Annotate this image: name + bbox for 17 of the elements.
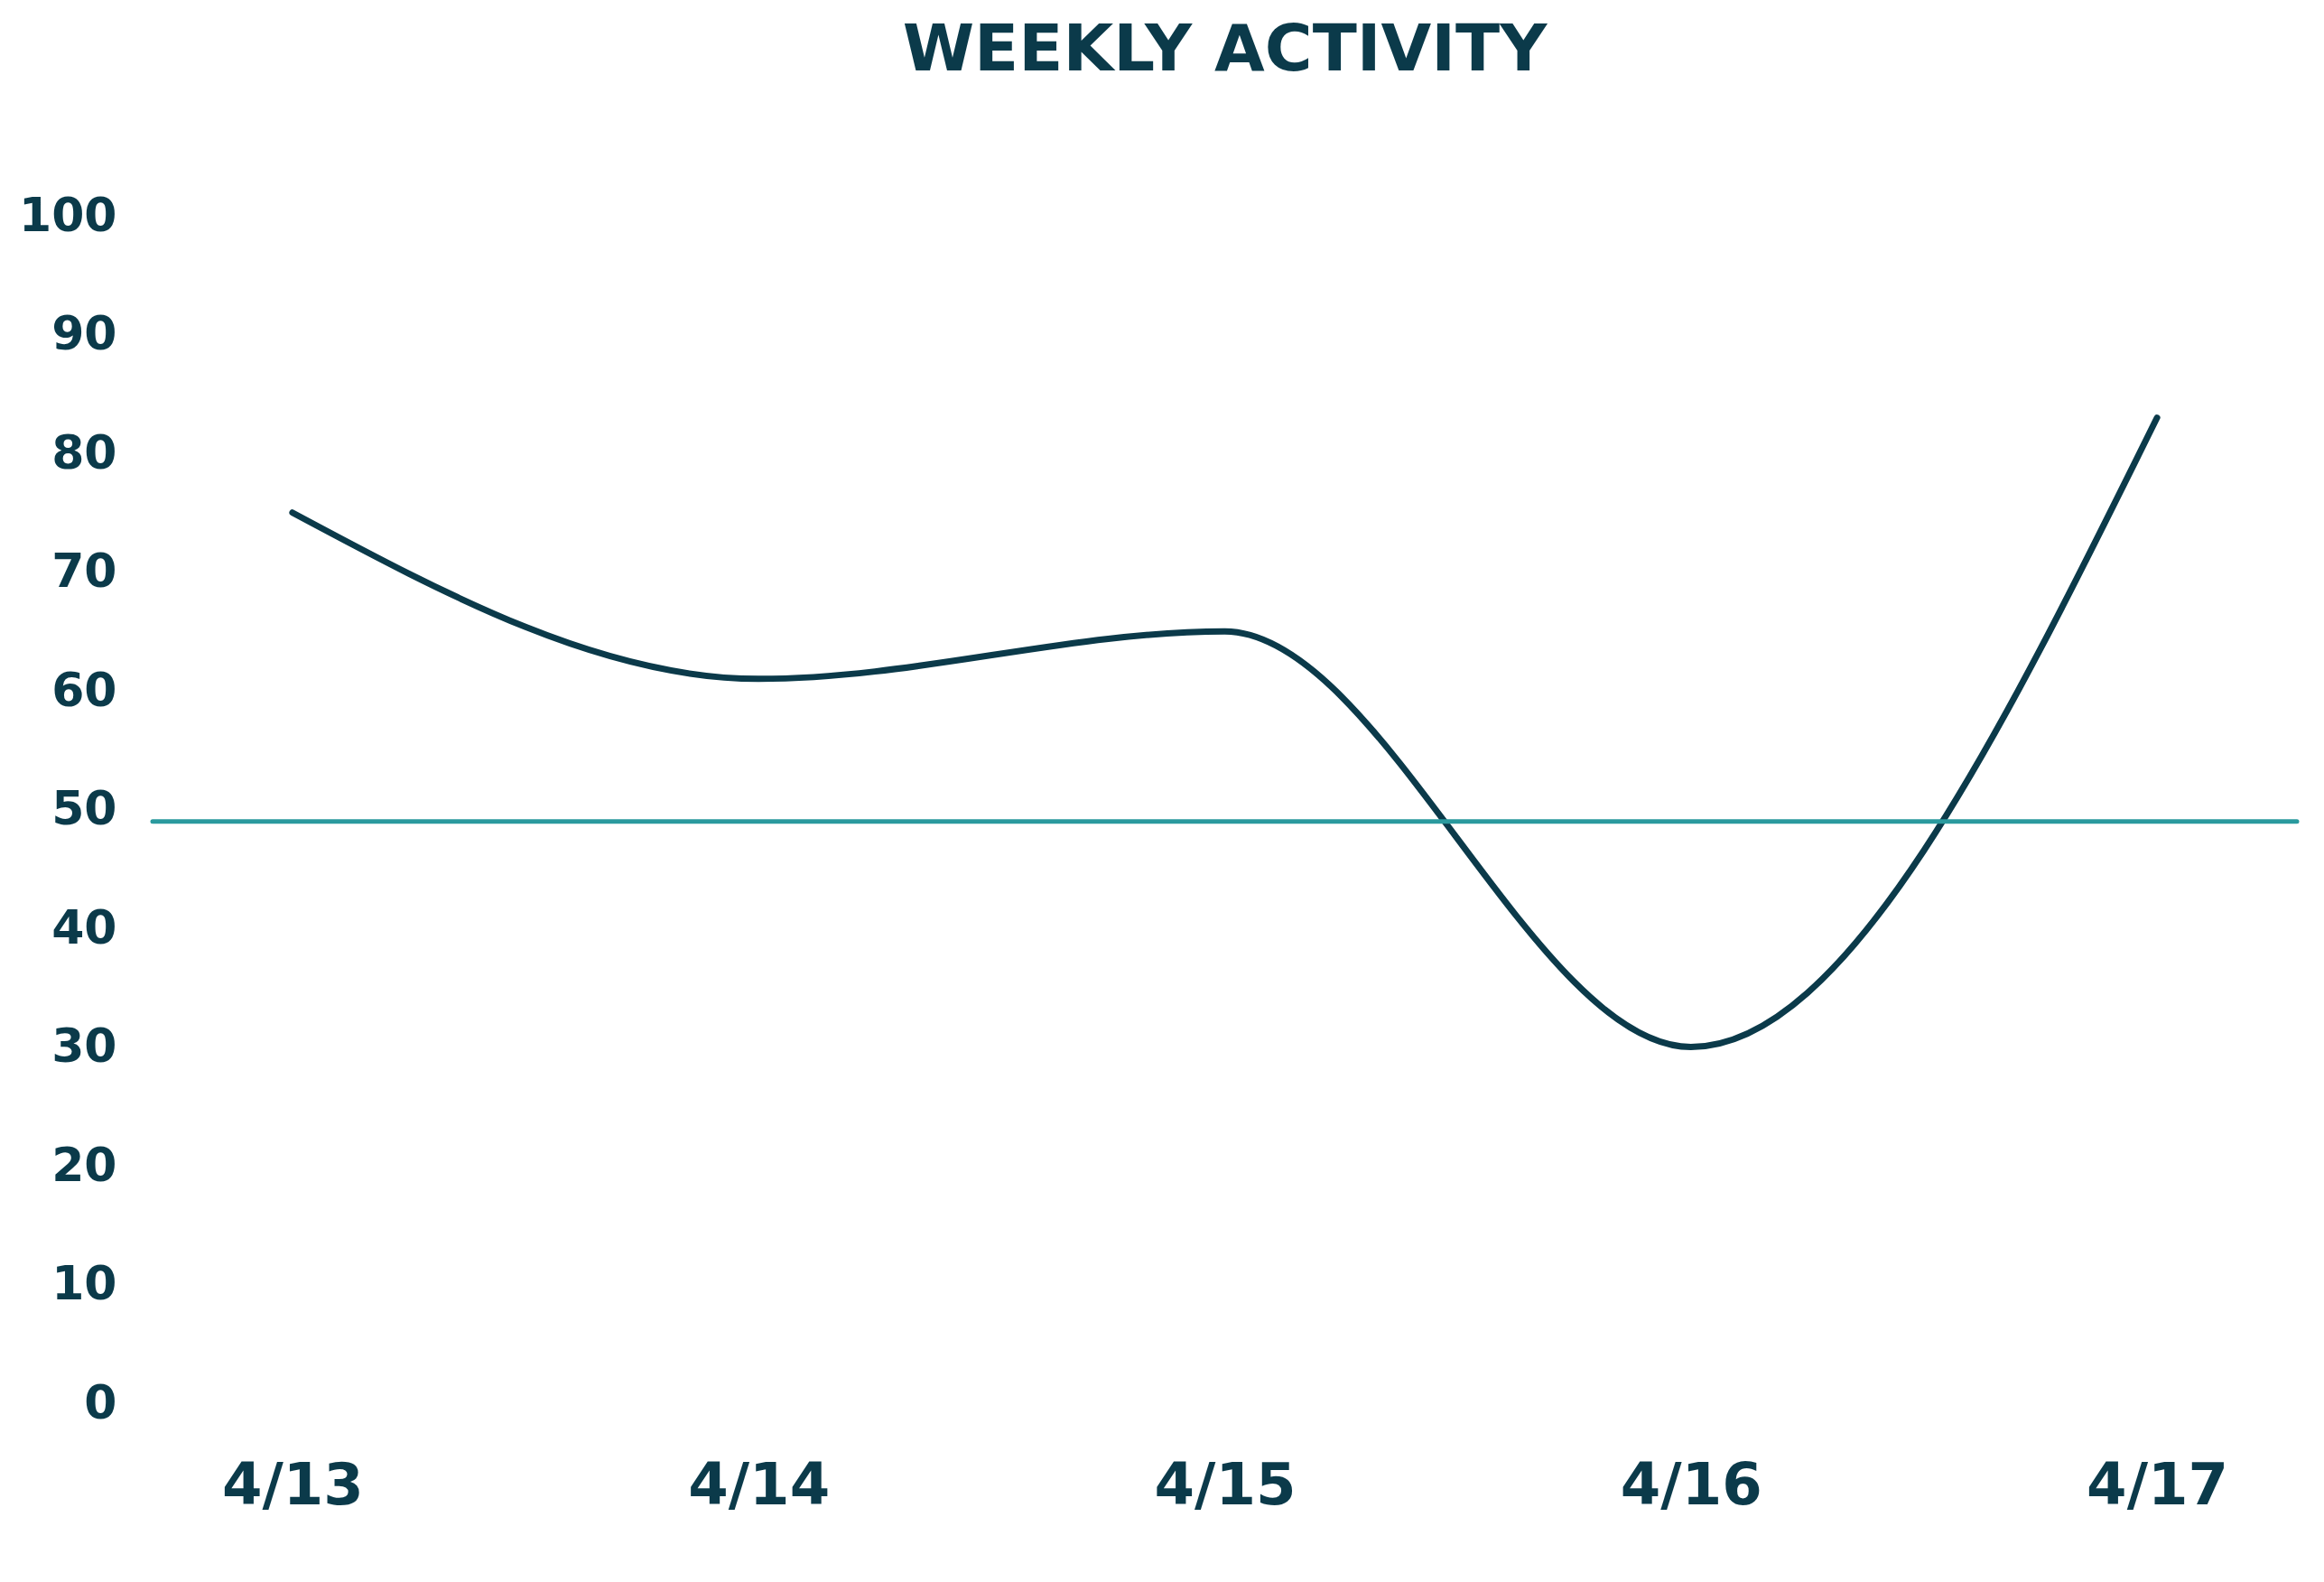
y-tick-label: 0 xyxy=(84,1374,117,1429)
y-tick-label: 90 xyxy=(51,306,117,360)
y-tick-label: 30 xyxy=(51,1019,117,1073)
x-tick-label: 4/16 xyxy=(1620,1450,1762,1518)
y-tick-label: 10 xyxy=(51,1256,117,1310)
y-tick-label: 100 xyxy=(18,187,117,242)
x-tick-label: 4/17 xyxy=(2087,1450,2229,1518)
x-tick-label: 4/14 xyxy=(688,1450,831,1518)
x-tick-label: 4/15 xyxy=(1154,1450,1297,1518)
chart-title: WEEKLY ACTIVITY xyxy=(902,10,1548,86)
y-tick-label: 40 xyxy=(51,899,117,954)
y-tick-label: 70 xyxy=(51,544,117,598)
x-tick-label: 4/13 xyxy=(221,1450,364,1518)
y-tick-label: 80 xyxy=(51,424,117,479)
y-tick-label: 50 xyxy=(51,781,117,835)
y-tick-label: 20 xyxy=(51,1137,117,1192)
y-tick-label: 60 xyxy=(51,662,117,717)
